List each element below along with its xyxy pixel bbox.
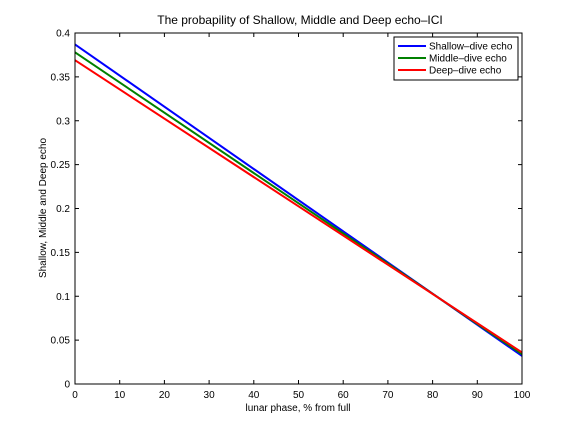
x-tick-label: 70 (382, 390, 394, 401)
y-tick-label: 0.15 (51, 248, 71, 259)
x-tick-label: 60 (338, 390, 350, 401)
y-tick-label: 0 (64, 380, 70, 391)
x-tick-label: 30 (204, 390, 216, 401)
plot-area (75, 33, 522, 384)
y-tick-label: 0.4 (56, 29, 70, 40)
axis-ticks: 0 10 20 30 40 50 60 70 80 90 100 0 0.05 0.1 0.15 0.2 0.2… (51, 29, 531, 402)
y-tick-label: 0.05 (51, 336, 71, 347)
x-tick-label: 40 (248, 390, 260, 401)
series-line-2 (74, 59, 523, 354)
legend-label-0: Shallow–dive echo (429, 42, 513, 53)
y-tick-label: 0.1 (56, 292, 70, 303)
x-tick-label: 80 (427, 390, 439, 401)
x-tick-label: 10 (114, 390, 126, 401)
chart-title: The probapility of Shallow, Middle and D… (157, 13, 443, 27)
x-tick-label: 50 (293, 390, 305, 401)
chart-marks (74, 43, 523, 357)
y-tick-label: 0.35 (51, 72, 71, 83)
x-tick-label: 100 (514, 390, 531, 401)
x-axis-label: lunar phase, % from full (245, 403, 350, 414)
y-tick-label: 0.3 (56, 116, 70, 127)
legend-label-1: Middle–dive echo (429, 54, 507, 65)
y-tick-label: 0.2 (56, 204, 70, 215)
x-tick-label: 90 (472, 390, 484, 401)
y-axis-label: Shallow, Middle and Deep echo (38, 138, 49, 279)
x-tick-label: 20 (159, 390, 171, 401)
x-tick-label: 0 (72, 390, 78, 401)
legend-label-2: Deep–dive echo (429, 66, 502, 77)
y-tick-label: 0.25 (51, 160, 71, 171)
